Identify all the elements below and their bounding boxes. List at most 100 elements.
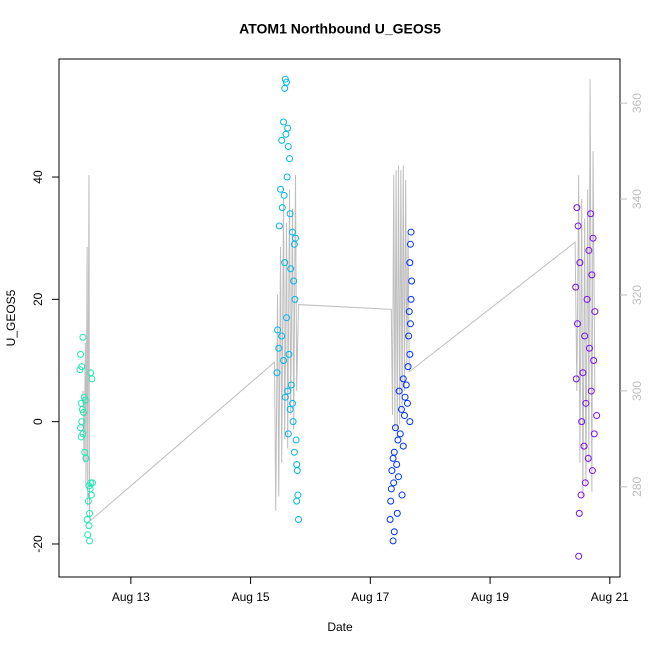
point [284,142,292,150]
point [585,246,593,254]
point [588,467,596,475]
point [284,124,292,132]
point [403,399,411,407]
point [390,448,398,456]
point [286,210,294,218]
point [88,375,96,383]
point [406,240,414,248]
point [84,531,92,539]
point [286,155,294,163]
point [290,240,298,248]
point [80,408,88,416]
point [84,497,92,505]
point [406,350,414,358]
point [281,75,289,83]
point [281,259,289,267]
point [573,204,581,212]
point [572,375,580,383]
point [389,537,397,545]
point [591,308,599,316]
point [399,442,407,450]
point [277,185,285,193]
point [286,405,294,413]
point [294,516,302,524]
x-tick-label: Aug 21 [591,590,629,604]
point [293,460,301,468]
point [405,308,413,316]
point [285,350,293,358]
y-axis-label: U_GEOS5 [4,289,18,346]
point [278,204,286,212]
point [77,350,85,358]
x-tick-label: Aug 15 [232,590,270,604]
point [293,497,301,505]
point [292,436,300,444]
point [581,479,589,487]
point [289,399,297,407]
point [395,387,403,395]
point [284,387,292,395]
point [280,118,288,126]
point [87,491,95,499]
point [576,259,584,267]
point [393,460,401,468]
point [393,509,401,517]
point [580,442,588,450]
point [78,405,86,413]
point [391,424,399,432]
x-axis-label: Date [327,620,353,634]
point [575,509,583,517]
point [283,314,291,322]
point [575,552,583,560]
point [398,491,406,499]
point [291,295,299,303]
point [389,454,397,462]
point [293,467,301,475]
point [274,326,282,334]
point [275,344,283,352]
point [280,191,288,199]
point [86,509,94,517]
point [81,396,89,404]
point [406,259,414,267]
point [275,222,283,230]
point [587,210,595,218]
point [290,277,298,285]
point [397,405,405,413]
point [386,516,394,524]
point [408,277,416,285]
point [77,433,85,441]
y2-tick-label: 340 [630,189,644,209]
point [387,485,395,493]
point [583,295,591,303]
point [394,473,402,481]
point [278,332,286,340]
line [82,79,596,522]
point [86,537,94,545]
point [582,399,590,407]
point [281,393,289,401]
point [399,375,407,383]
point [287,381,295,389]
point [294,491,302,499]
point [83,516,91,524]
point [287,265,295,273]
point [390,528,398,536]
point [284,430,292,438]
x-tick-label: Aug 19 [471,590,509,604]
point [394,436,402,444]
point [77,424,85,432]
point [280,357,288,365]
point [273,369,281,377]
point [589,234,597,242]
point [405,332,413,340]
point [388,467,396,475]
y2-tick-label: 360 [630,93,644,113]
point [85,522,93,530]
point [289,418,297,426]
point [587,387,595,395]
chart-title: ATOM1 Northbound U_GEOS5 [239,21,441,37]
point [401,393,409,401]
point [396,430,404,438]
